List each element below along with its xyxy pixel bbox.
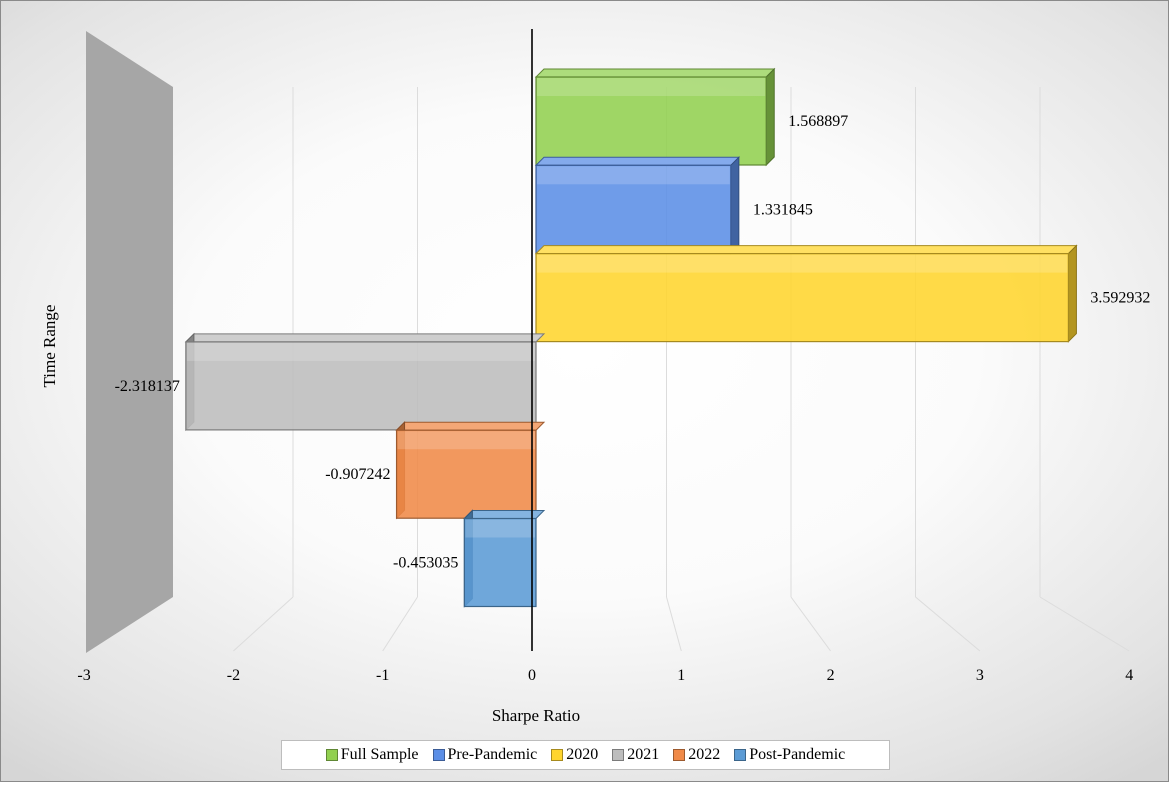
data-labels: 1.568897 1.331845 3.592932 -2.318137 -0.9072… xyxy=(115,113,1151,572)
legend-label: Full Sample xyxy=(340,746,419,763)
legend-item-2022: 2022 xyxy=(673,746,720,764)
y-axis-title: Time Range xyxy=(40,305,59,388)
x-tick-label: 1 xyxy=(677,667,685,684)
legend-swatch xyxy=(734,749,747,761)
gridline-floor xyxy=(915,596,981,652)
x-tick-label: 3 xyxy=(976,667,984,684)
legend-label: 2022 xyxy=(688,746,721,763)
x-tick-label: 2 xyxy=(827,667,835,684)
bar-highlight xyxy=(397,431,535,450)
bar-2020 xyxy=(534,244,1078,343)
legend-label: Pre-Pandemic xyxy=(447,746,538,763)
legend-item-2021: 2021 xyxy=(612,746,659,764)
legend-swatch xyxy=(432,749,445,761)
bars xyxy=(184,67,1078,608)
x-axis-title: Sharpe Ratio xyxy=(492,706,580,725)
gridline-floor xyxy=(1039,596,1130,652)
bar-highlight xyxy=(537,78,766,96)
x-tick-label: 0 xyxy=(528,667,536,684)
legend-item-pre-pandemic: Pre-Pandemic xyxy=(432,746,538,764)
bar-full-sample xyxy=(534,67,776,167)
bar-side-face xyxy=(730,156,740,255)
x-tick-labels: -3 -2 -1 0 1 2 3 4 xyxy=(77,667,1133,684)
bar-top-face xyxy=(534,245,1078,255)
bar-front-face xyxy=(535,164,732,254)
bar-top-face xyxy=(534,156,741,166)
bar-front-face xyxy=(535,76,767,166)
data-label: 1.331845 xyxy=(753,201,813,218)
x-tick-label: 4 xyxy=(1125,667,1133,684)
legend-label: 2021 xyxy=(627,746,660,763)
bar-top-face xyxy=(534,68,776,78)
legend-swatch xyxy=(612,749,625,761)
x-tick-label: -3 xyxy=(77,667,90,684)
legend-swatch xyxy=(551,749,564,761)
legend-item-2020: 2020 xyxy=(551,746,598,764)
back-wall xyxy=(86,31,173,653)
legend-item-full-sample: Full Sample xyxy=(325,746,419,764)
legend-swatch xyxy=(325,749,338,761)
bar-front-face xyxy=(463,517,537,608)
gridline-floor xyxy=(790,596,832,652)
bar-2021 xyxy=(184,332,546,432)
legend-swatch xyxy=(673,749,686,761)
bar-side-face xyxy=(765,67,775,167)
bar-highlight xyxy=(465,519,535,538)
bar-top-face xyxy=(395,421,546,431)
data-label: -0.907242 xyxy=(325,466,390,483)
data-label: -0.453035 xyxy=(393,555,458,572)
bar-highlight xyxy=(186,342,535,361)
legend: Full Sample Pre-Pandemic 2020 2021 2022 Post-… xyxy=(281,740,890,770)
data-label: -2.318137 xyxy=(115,378,180,395)
data-label: 3.592932 xyxy=(1090,290,1150,307)
x-tick-label: -2 xyxy=(227,667,240,684)
bar-side-face xyxy=(1067,244,1077,343)
legend-item-post-pandemic: Post-Pandemic xyxy=(734,746,845,764)
bar-front-face xyxy=(185,341,537,431)
gridline-floor xyxy=(233,596,294,652)
bar-post-pandemic xyxy=(463,509,546,608)
bar-pre-pandemic xyxy=(534,156,741,255)
bar-highlight xyxy=(537,254,1068,273)
bar-front-face xyxy=(535,253,1070,343)
legend-label: Post-Pandemic xyxy=(749,746,846,763)
gridline-floor xyxy=(382,596,418,652)
gridline-floor xyxy=(666,596,682,652)
legend-label: 2020 xyxy=(566,746,599,763)
bar-highlight xyxy=(537,166,730,185)
data-label: 1.568897 xyxy=(788,113,848,130)
bar-2022 xyxy=(395,420,546,520)
bar-top-face xyxy=(184,333,546,343)
x-tick-label: -1 xyxy=(376,667,389,684)
